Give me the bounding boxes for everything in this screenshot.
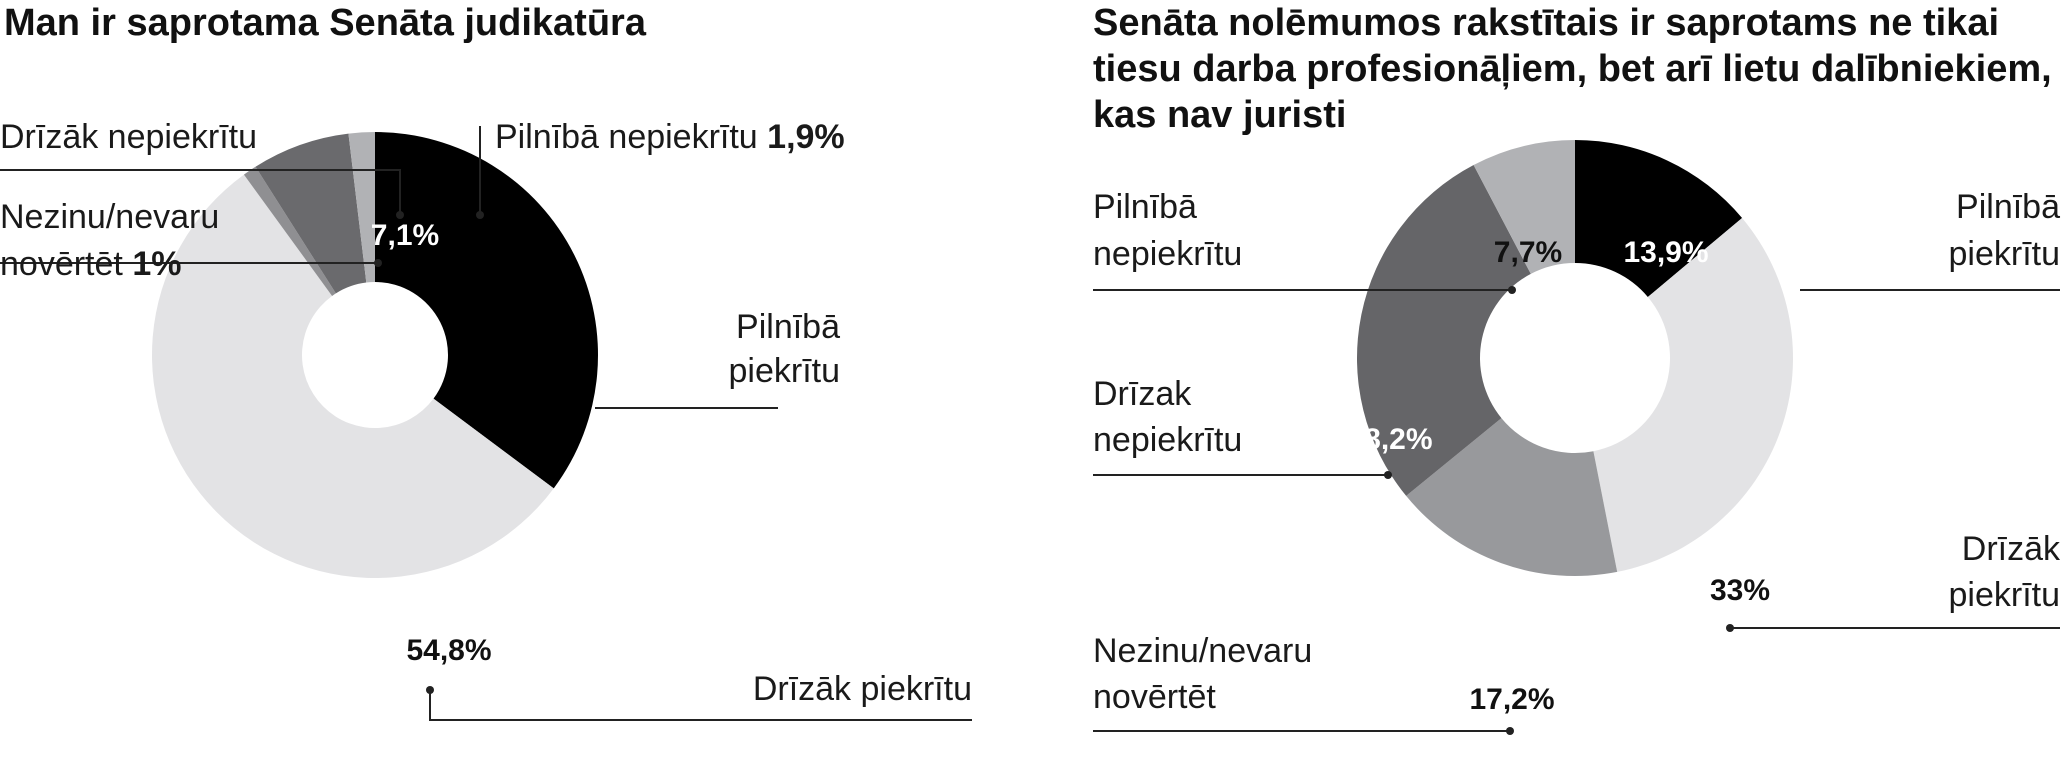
chart-2-nezinu-nevaru-novertet-value-label: 17,2%	[1469, 683, 1554, 716]
chart-2-drizak-nepiekritu-label-line-1: Drīzak	[1093, 375, 1192, 413]
chart-2-slice-nezinu-nevaru-novertet	[1406, 418, 1618, 576]
chart-2-slice-drizak-piekritu	[1593, 217, 1793, 572]
chart-2-pilniba-nepiekritu-value-label: 7,7%	[1494, 236, 1562, 269]
chart-2-drizak-nepiekritu-leader-dot	[1384, 471, 1392, 479]
chart-1-pilniba-piekritu-value-label: 35,2%	[622, 360, 707, 393]
chart-1-drizak-nepiekritu-label-line-1: Drīzāk nepiekrītu	[0, 118, 257, 156]
chart-1-nezinu-nevaru-novertet-leader-dot	[374, 259, 382, 267]
chart-1-drizak-piekritu-label-line-1: Drīzāk piekrītu	[753, 670, 972, 708]
chart-1-nezinu-nevaru-novertet-label-line-2: novērtēt 1%	[0, 245, 181, 283]
chart-1-nezinu-nevaru-novertet-label-line-1: Nezinu/nevaru	[0, 198, 219, 236]
chart-1-pilniba-piekritu-label-line-1: Pilnībā	[736, 308, 840, 346]
chart-2-drizak-nepiekritu-value-label: 28,2%	[1347, 423, 1432, 456]
chart-1-pilniba-nepiekritu-label-line-1: Pilnībā nepiekrītu 1,9%	[495, 118, 845, 156]
chart-2-slice-drizak-nepiekritu	[1357, 165, 1531, 496]
chart-1-pilniba-nepiekritu-value-label: 1,9%	[767, 118, 845, 156]
chart-2-nezinu-nevaru-novertet-label-line-2: novērtēt	[1093, 678, 1216, 716]
chart-2-pilniba-nepiekritu-label-line-2: nepiekrītu	[1093, 235, 1242, 273]
chart-1-title: Man ir saprotama Senāta judikatūra	[4, 2, 646, 44]
chart-2-pilniba-piekritu-label-line-2: piekrītu	[1949, 235, 2061, 273]
chart-2-pilniba-nepiekritu-leader-dot	[1508, 286, 1516, 294]
chart-1-pilniba-piekritu-label-line-2: piekrītu	[729, 352, 841, 390]
chart-2-nezinu-nevaru-novertet-leader-dot	[1506, 727, 1514, 735]
chart-1-drizak-nepiekritu-leader-line	[0, 169, 401, 215]
chart-1-pilniba-nepiekritu-leader-dot	[476, 211, 484, 219]
chart-1-drizak-nepiekritu-leader-dot	[396, 211, 404, 219]
chart-2-nezinu-nevaru-novertet-label-line-1: Nezinu/nevaru	[1093, 632, 1312, 670]
chart-1-slice-pilniba-piekritu	[375, 132, 599, 489]
chart-2-pilniba-nepiekritu-label-line-1: Pilnībā	[1093, 188, 1197, 226]
chart-2-drizak-piekritu-label-line-1: Drīzāk	[1962, 530, 2061, 568]
chart-2-drizak-nepiekritu-label-line-2: nepiekrītu	[1093, 421, 1242, 459]
chart-1-nezinu-nevaru-novertet-value-label: 1%	[132, 245, 181, 283]
chart-1-drizak-nepiekritu-value-label: 7,1%	[371, 219, 439, 252]
chart-1-slice-drizak-nepiekritu	[255, 133, 367, 294]
chart-2-title: Senāta nolēmumos rakstītais ir saprotams…	[1093, 2, 2052, 136]
chart-2-drizak-piekritu-label-line-2: piekrītu	[1949, 576, 2061, 614]
chart-2-slice-pilniba-piekritu	[1575, 140, 1743, 297]
chart-2-donut	[1357, 140, 1793, 576]
chart-1-drizak-piekritu-leader-dot	[426, 686, 434, 694]
chart-2-pilniba-piekritu-label-line-1: Pilnībā	[1956, 188, 2060, 226]
chart-1-drizak-piekritu-value-label: 54,8%	[406, 634, 491, 667]
chart-2-slice-pilniba-nepiekritu	[1473, 140, 1575, 274]
chart-2-pilniba-piekritu-value-label: 13,9%	[1623, 236, 1708, 269]
chart-2-drizak-piekritu-value-label: 33%	[1710, 574, 1770, 607]
chart-1-slice-drizak-piekritu	[152, 174, 554, 578]
chart-2-drizak-piekritu-leader-dot	[1726, 624, 1734, 632]
chart-1-drizak-piekritu-leader-line	[429, 690, 972, 721]
